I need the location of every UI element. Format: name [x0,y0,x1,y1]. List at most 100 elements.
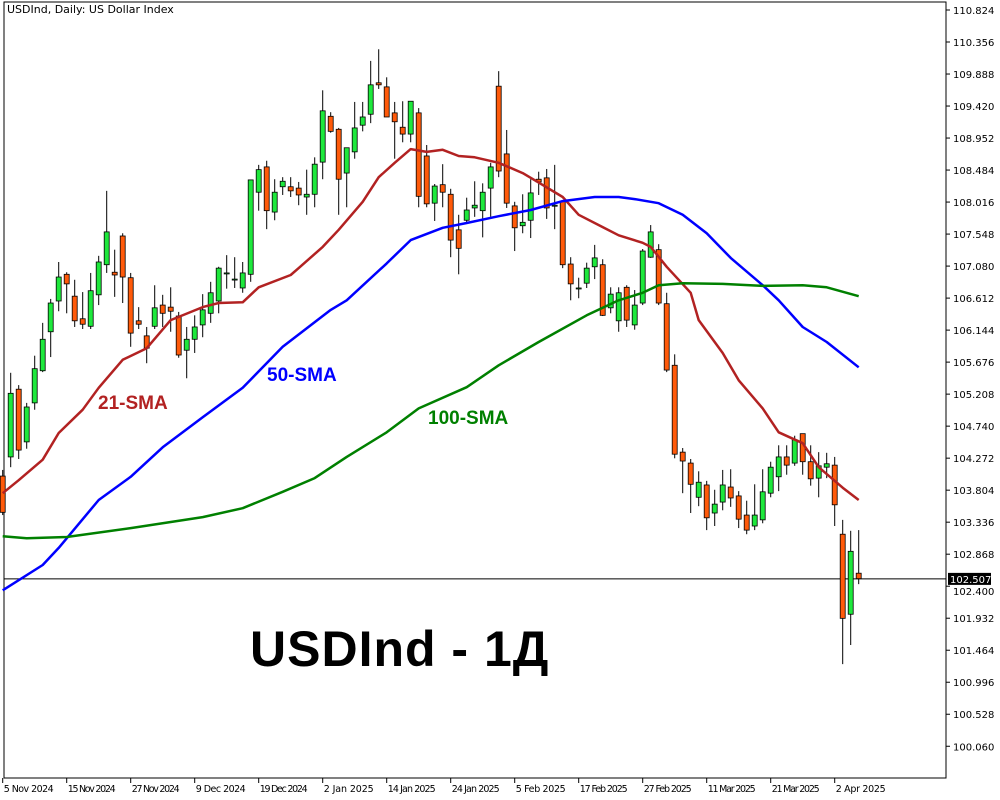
candle [375,49,382,89]
candle-body-bullish [607,293,614,309]
candle-body-bullish [183,338,190,351]
candle [639,248,646,306]
candle [295,181,302,206]
candle [807,445,814,486]
candle [567,257,574,301]
candle-body-bearish [159,304,166,314]
y-tick-label: 104.272 [953,454,994,465]
candle [423,145,430,208]
candle [223,255,230,289]
candle [95,255,102,306]
candle [511,201,518,252]
candle [631,290,638,330]
candle-body-bearish [295,187,302,196]
candle-body-bearish [119,235,126,278]
candle [135,307,142,330]
candle-body-bullish [103,231,110,266]
candle [119,233,126,304]
candle-body-bearish [543,177,550,209]
candle [847,530,854,646]
y-tick-label: 110.824 [953,6,994,17]
candle [71,279,78,327]
candle-body-bullish [239,272,246,289]
candle-body-bullish [207,292,214,314]
candle [495,71,502,178]
candle-body-bullish [639,250,646,304]
candle [167,287,174,332]
candle [271,179,278,221]
candle-body-bearish [127,277,134,334]
candle [591,244,598,280]
candle-body-bullish [255,169,262,193]
candle-body-bearish [15,388,22,451]
candle [831,456,838,527]
candle-body-bearish [703,484,710,519]
candle-body-bullish [583,267,590,284]
candle-body-bullish [463,209,470,221]
candle-body-bearish [807,461,814,480]
candle-body-bearish [687,462,694,485]
candle [519,194,526,234]
candle [183,326,190,379]
candle-body-bullish [319,110,326,163]
candle [655,244,662,306]
candle [239,261,246,293]
candle [279,177,286,195]
candle-body-bearish [175,315,182,356]
candle-body-bullish [647,231,654,258]
candle [727,469,734,507]
candle-body-bullish [303,193,310,198]
candle-body-bullish [23,406,30,443]
candle-body-bearish [655,249,662,304]
candle-body-bearish [415,112,422,197]
x-tick-label: 27 Feb 2025 [644,784,692,795]
candle-body-bullish [711,503,718,514]
candle [7,372,14,468]
x-tick-label: 15 Nov 2024 [68,784,116,795]
x-tick-label: 17 Feb 2025 [580,784,628,795]
x-tick-label: 21 Mar 2025 [772,784,820,795]
y-tick-label: 103.336 [953,518,994,529]
plot-frame [3,1,947,779]
candle-body-bearish [375,82,382,86]
candle [463,197,470,223]
y-tick-label: 100.996 [953,678,994,689]
y-tick-label: 110.356 [953,38,994,49]
candle-body-bullish [487,166,494,189]
candle-body-bullish [31,368,38,404]
x-tick-label: 19 Dec 2024 [260,784,308,795]
candle-body-bearish [287,186,294,192]
y-tick-label: 109.888 [953,70,994,81]
candle [527,179,534,239]
candle [319,90,326,180]
y-tick-label: 106.612 [953,294,994,305]
x-tick-label: 24 Jan 2025 [452,784,500,795]
candle-body-bearish [63,273,70,285]
candle-body-bullish [367,84,374,115]
sma50-line [2,195,860,592]
candle [311,157,318,208]
candle-body-bearish [335,128,342,180]
candle-body-bearish [511,205,518,229]
candle [671,354,678,459]
candle-body-bearish [423,155,430,205]
candle-body-bullish [95,261,102,296]
candle [215,266,222,314]
candle-body-bullish [767,466,774,494]
candle [575,277,582,299]
candle-body-bullish [47,302,54,333]
y-tick-label: 109.420 [953,102,994,113]
candle-body-bearish [599,264,606,316]
candle-body-bearish [167,306,174,312]
candle [391,101,398,159]
candle [735,491,742,529]
sma100-line [2,281,860,540]
candle [775,445,782,492]
candle [703,480,710,531]
x-tick-label: 11 Mar 2025 [708,784,756,795]
y-tick-label: 102.400 [953,587,994,598]
y-tick-label: 106.144 [953,326,994,337]
candle [407,100,414,143]
candle-body-bearish [735,495,742,520]
